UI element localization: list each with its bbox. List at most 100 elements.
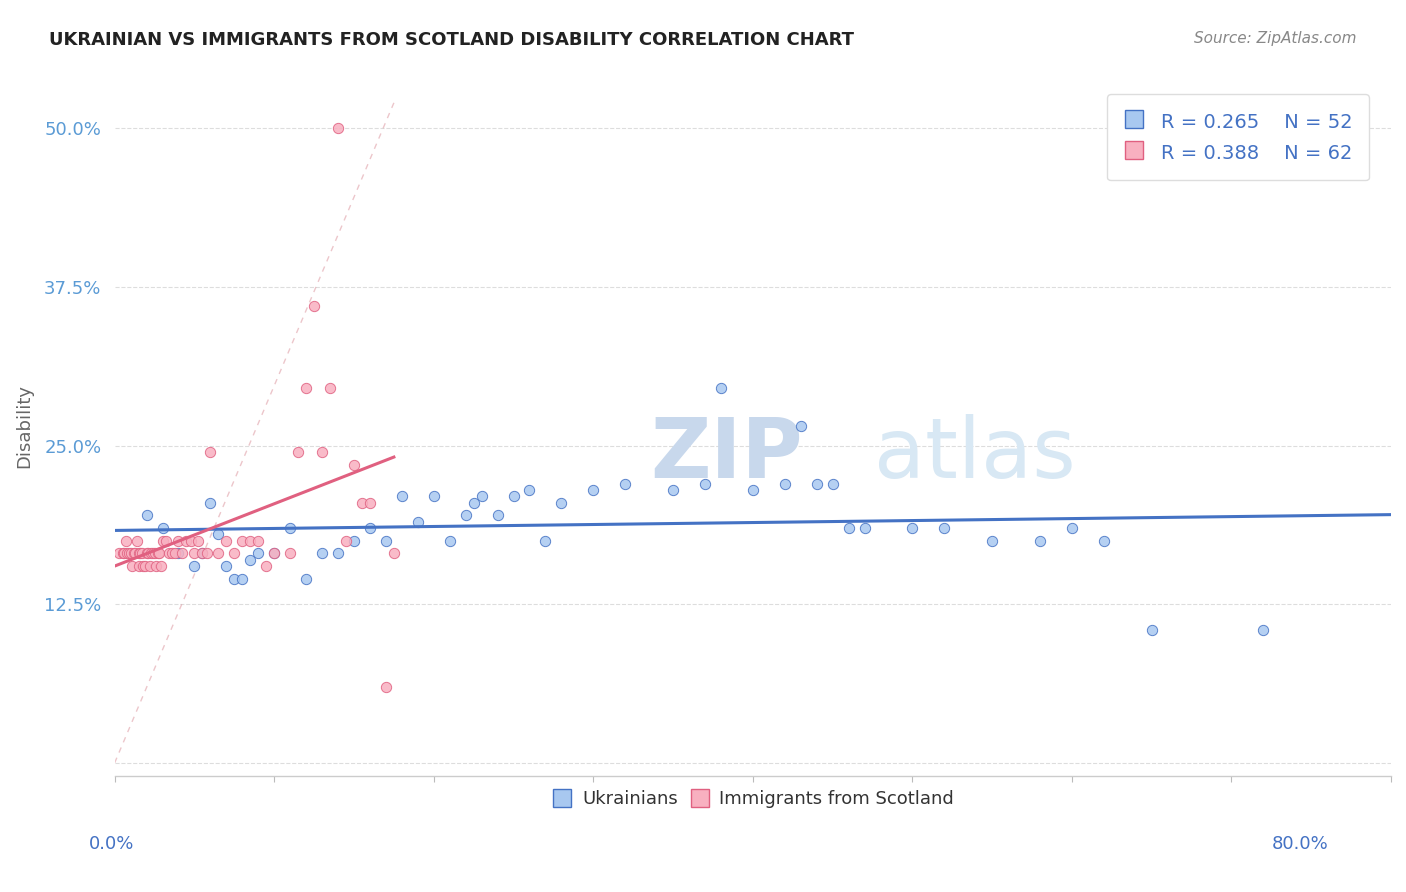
Point — [582, 483, 605, 497]
Point — [191, 546, 214, 560]
Point — [295, 572, 318, 586]
Point — [423, 489, 446, 503]
Point — [224, 572, 246, 586]
Point — [741, 483, 763, 497]
Point — [128, 559, 150, 574]
Point — [693, 476, 716, 491]
Point — [141, 546, 163, 560]
Point — [125, 533, 148, 548]
Point — [180, 533, 202, 548]
Point — [391, 489, 413, 503]
Point — [143, 546, 166, 560]
Point — [176, 533, 198, 548]
Point — [806, 476, 828, 491]
Point — [207, 527, 229, 541]
Point — [247, 533, 270, 548]
Point — [132, 559, 155, 574]
Point — [121, 559, 143, 574]
Point — [139, 559, 162, 574]
Point — [136, 546, 159, 560]
Point — [302, 299, 325, 313]
Point — [374, 680, 396, 694]
Point — [122, 546, 145, 560]
Point — [343, 458, 366, 472]
Text: ZIP: ZIP — [651, 414, 803, 495]
Point — [534, 533, 557, 548]
Point — [160, 546, 183, 560]
Point — [155, 533, 177, 548]
Point — [183, 546, 205, 560]
Point — [1092, 533, 1115, 548]
Point — [183, 559, 205, 574]
Point — [278, 521, 301, 535]
Point — [135, 546, 157, 560]
Point — [263, 546, 285, 560]
Point — [519, 483, 541, 497]
Text: Source: ZipAtlas.com: Source: ZipAtlas.com — [1194, 31, 1357, 46]
Point — [148, 546, 170, 560]
Point — [295, 381, 318, 395]
Point — [278, 546, 301, 560]
Text: atlas: atlas — [875, 414, 1076, 495]
Point — [471, 489, 494, 503]
Point — [239, 533, 262, 548]
Point — [614, 476, 637, 491]
Point — [131, 546, 153, 560]
Point — [350, 495, 373, 509]
Point — [167, 533, 190, 548]
Point — [191, 546, 214, 560]
Point — [981, 533, 1004, 548]
Point — [187, 533, 209, 548]
Point — [231, 533, 253, 548]
Point — [439, 533, 461, 548]
Point — [821, 476, 844, 491]
Point — [382, 546, 405, 560]
Point — [773, 476, 796, 491]
Point — [167, 546, 190, 560]
Point — [165, 546, 187, 560]
Point — [112, 546, 135, 560]
Point — [326, 121, 349, 136]
Point — [326, 546, 349, 560]
Text: 0.0%: 0.0% — [89, 835, 134, 853]
Point — [124, 546, 146, 560]
Point — [118, 546, 141, 560]
Point — [152, 521, 174, 535]
Point — [311, 445, 333, 459]
Point — [149, 559, 172, 574]
Point — [406, 515, 429, 529]
Point — [789, 419, 811, 434]
Point — [359, 495, 381, 509]
Point — [254, 559, 277, 574]
Point — [115, 533, 138, 548]
Point — [1253, 623, 1275, 637]
Point — [195, 546, 218, 560]
Point — [224, 546, 246, 560]
Point — [550, 495, 572, 509]
Point — [170, 546, 193, 560]
Point — [1140, 623, 1163, 637]
Point — [1029, 533, 1052, 548]
Point — [343, 533, 366, 548]
Point — [215, 533, 238, 548]
Point — [129, 546, 152, 560]
Point — [311, 546, 333, 560]
Point — [111, 546, 134, 560]
Text: UKRAINIAN VS IMMIGRANTS FROM SCOTLAND DISABILITY CORRELATION CHART: UKRAINIAN VS IMMIGRANTS FROM SCOTLAND DI… — [49, 31, 855, 49]
Point — [263, 546, 285, 560]
Point — [901, 521, 924, 535]
Point — [247, 546, 270, 560]
Point — [486, 508, 509, 523]
Point — [152, 533, 174, 548]
Point — [142, 546, 165, 560]
Point — [145, 559, 167, 574]
Point — [231, 572, 253, 586]
Point — [662, 483, 685, 497]
Text: 80.0%: 80.0% — [1272, 835, 1329, 853]
Point — [502, 489, 524, 503]
Point — [200, 445, 222, 459]
Point — [157, 546, 180, 560]
Point — [359, 521, 381, 535]
Point — [128, 546, 150, 560]
Point — [108, 546, 131, 560]
